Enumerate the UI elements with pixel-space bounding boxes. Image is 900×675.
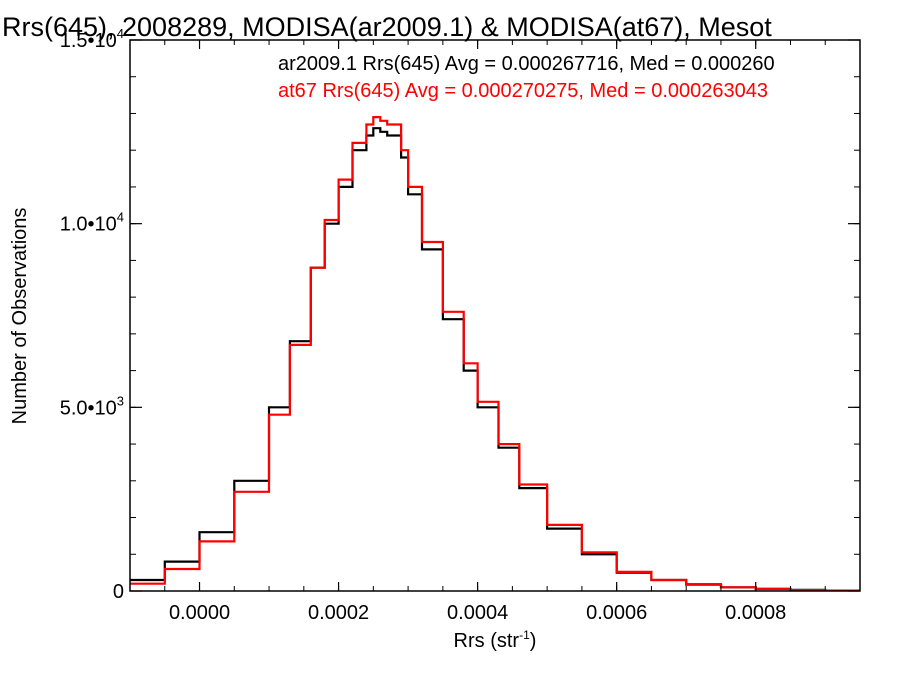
x-axis-label: Rrs (str-1): [454, 628, 537, 652]
x-tick-label: 0.0006: [586, 602, 647, 624]
histogram-series-0: [130, 127, 860, 591]
y-tick-label: 1.5•104: [60, 26, 124, 52]
x-tick-label: 0.0008: [725, 602, 786, 624]
legend-annotation-at67: at67 Rrs(645) Avg = 0.000270275, Med = 0…: [278, 80, 768, 102]
histogram-series-1: [130, 116, 860, 591]
x-tick-label: 0.0004: [447, 602, 508, 624]
plot-frame: [129, 39, 861, 592]
x-axis: 0.0000 0.0002 0.0004 0.0006 0.0008: [129, 40, 861, 624]
x-axis-label-close: ): [530, 630, 537, 652]
y-axis-label: Number of Observations: [9, 208, 31, 425]
chart-title: Rrs(645), 2008289, MODISA(ar2009.1) & MO…: [2, 12, 772, 42]
y-tick-label: 1.0•104: [60, 210, 124, 236]
x-axis-label-superscript: -1: [519, 628, 530, 642]
y-tick-label: 0: [113, 581, 124, 603]
x-tick-label: 0.0000: [169, 602, 230, 624]
series-layer: [130, 116, 860, 591]
x-tick-label: 0.0002: [308, 602, 369, 624]
y-tick-label: 5.0•103: [60, 393, 124, 419]
x-axis-label-main: Rrs (str: [454, 630, 520, 652]
y-axis: 0 5.0•103 1.0•104 1.5•104: [60, 26, 860, 603]
legend-annotation-ar2009: ar2009.1 Rrs(645) Avg = 0.000267716, Med…: [278, 53, 775, 75]
